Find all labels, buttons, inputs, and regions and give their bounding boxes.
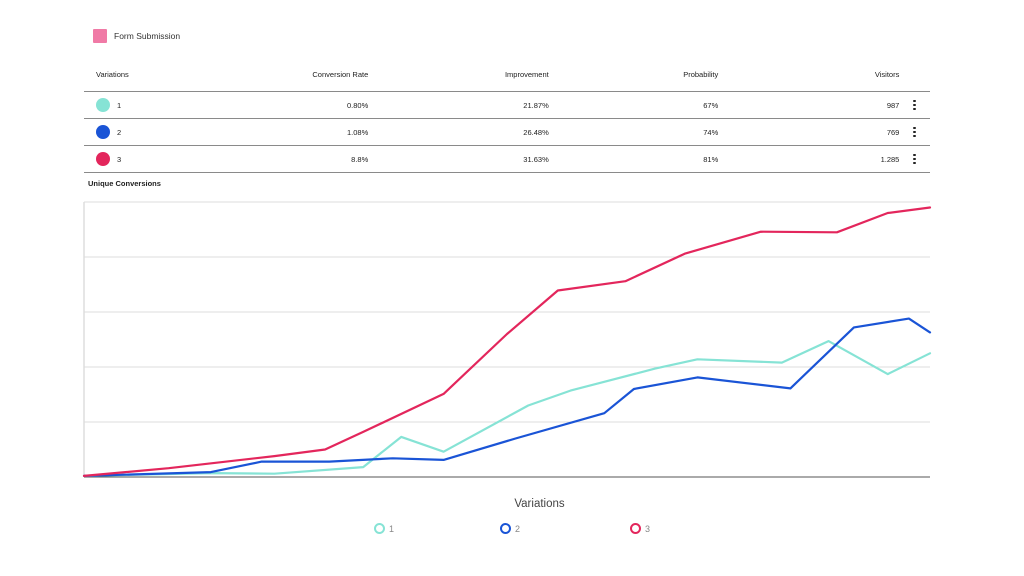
kebab-menu-icon[interactable]: [910, 98, 920, 112]
series-legend: 1 2 3: [0, 523, 1024, 537]
series-line-2: [82, 317, 932, 477]
legend-item-series-2[interactable]: 2: [500, 523, 520, 534]
table-header-row: Variations Conversion Rate Improvement P…: [84, 58, 930, 92]
conversion-rate-cell: 0.80%: [224, 91, 369, 119]
x-axis-label: Variations: [514, 498, 565, 510]
table-row: 1 0.80% 21.87% 67% 987: [84, 91, 930, 119]
legend-ring-icon: [630, 523, 641, 534]
form-submission-legend[interactable]: Form Submission: [93, 29, 180, 43]
series-line-3: [82, 206, 932, 477]
conversion-rate-cell: 8.8%: [224, 145, 369, 173]
variations-table: Variations Conversion Rate Improvement P…: [84, 58, 930, 173]
form-submission-swatch: [93, 29, 107, 43]
conversion-rate-cell: 1.08%: [224, 118, 369, 146]
table-row: 3 8.8% 31.63% 81% 1.285: [84, 145, 930, 173]
probability-cell: 67%: [548, 91, 719, 119]
variation-cell: 1: [84, 91, 225, 119]
variation-cell: 2: [84, 118, 225, 146]
variation-name: 1: [117, 100, 122, 110]
improvement-cell: 26.48%: [368, 118, 549, 146]
kebab-menu-icon[interactable]: [910, 152, 920, 166]
table-row: 2 1.08% 26.48% 74% 769: [84, 118, 930, 146]
header-probability: Probability: [548, 58, 719, 92]
variation-color-dot: [96, 152, 110, 166]
variation-cell: 3: [84, 145, 225, 173]
series-line-1: [82, 340, 932, 477]
variation-color-dot: [96, 98, 110, 112]
variation-color-dot: [96, 125, 110, 139]
kebab-menu-icon[interactable]: [910, 125, 920, 139]
probability-cell: 74%: [548, 118, 719, 146]
chart-title: Unique Conversions: [88, 179, 161, 188]
variation-name: 2: [117, 127, 122, 137]
form-submission-label: Form Submission: [114, 31, 181, 41]
improvement-cell: 21.87%: [368, 91, 549, 119]
improvement-cell: 31.63%: [368, 145, 549, 173]
header-conversion-rate: Conversion Rate: [224, 58, 369, 92]
header-menu: [899, 58, 930, 92]
header-variations: Variations: [84, 58, 225, 92]
legend-ring-icon: [500, 523, 511, 534]
legend-label: 1: [389, 523, 395, 534]
legend-item-series-1[interactable]: 1: [374, 523, 394, 534]
header-visitors: Visitors: [718, 58, 900, 92]
legend-ring-icon: [374, 523, 385, 534]
visitors-cell: 1.285: [718, 145, 900, 173]
probability-cell: 81%: [548, 145, 719, 173]
legend-label: 3: [645, 523, 651, 534]
legend-label: 2: [515, 523, 521, 534]
legend-item-series-3[interactable]: 3: [630, 523, 650, 534]
variation-name: 3: [117, 154, 122, 164]
visitors-cell: 769: [718, 118, 900, 146]
header-improvement: Improvement: [368, 58, 549, 92]
visitors-cell: 987: [718, 91, 900, 119]
